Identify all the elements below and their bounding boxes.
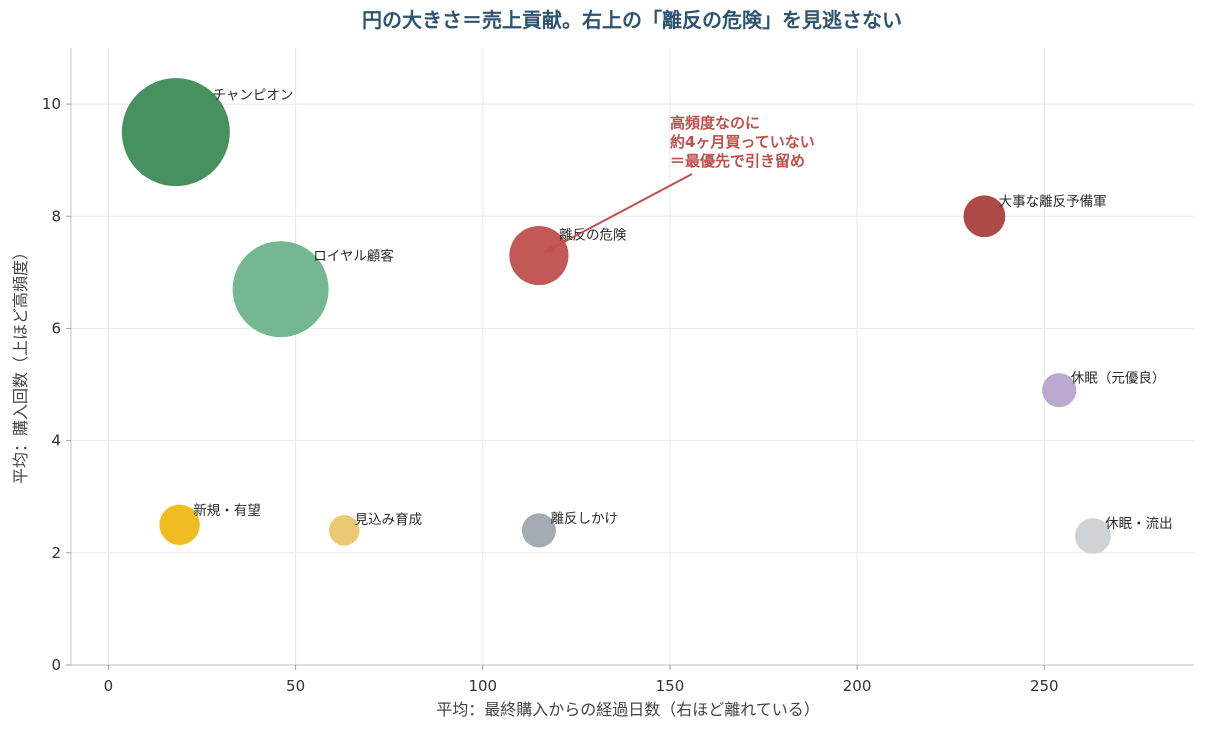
bubble-label: チャンピオン	[213, 87, 294, 103]
y-tick-label: 8	[51, 207, 61, 225]
chart-title: 円の大きさ＝売上貢献。右上の「離反の危険」を見逃さない	[362, 8, 902, 32]
x-tick-label: 0	[104, 677, 114, 695]
grid-layer	[71, 48, 1194, 666]
annotation-arrowhead	[543, 244, 555, 253]
bubble-label: 休眠・流出	[1105, 516, 1173, 532]
x-tick-label: 250	[1030, 677, 1059, 695]
annotation-text: 高頻度なのに	[670, 114, 760, 132]
x-tick-label: 100	[468, 677, 497, 695]
bubble-label: 見込み育成	[355, 512, 423, 528]
y-tick-label: 6	[51, 319, 61, 337]
y-axis-label: 平均：購入回数（上ほど高頻度）	[11, 244, 30, 484]
x-tick-label: 200	[843, 677, 872, 695]
bubble-label: ロイヤル顧客	[313, 248, 394, 265]
x-tick-label: 50	[286, 677, 305, 695]
bubble-point	[328, 515, 360, 546]
bubble-label: 休眠（元優良）	[1071, 371, 1166, 387]
bubble-label: 離反の危険	[559, 227, 627, 243]
y-tick-label: 4	[51, 432, 61, 450]
y-tick-label: 2	[51, 544, 61, 562]
annotation-text: ＝最優先で引き留め	[670, 152, 805, 170]
bubble-point	[521, 513, 556, 548]
bubble-label: 大事な離反予備軍	[999, 194, 1107, 210]
bubble-label: 新規・有望	[193, 503, 260, 519]
bubble-label: 離反しかけ	[551, 511, 619, 527]
bubble-point	[121, 78, 230, 187]
x-tick-label: 150	[656, 677, 685, 695]
bubble-point	[1075, 518, 1111, 554]
bubble-point	[1042, 373, 1077, 408]
y-tick-label: 0	[51, 656, 61, 674]
bubble-point	[509, 225, 569, 286]
annotation-text: 約4ヶ月買っていない	[670, 133, 815, 151]
bubble-point	[159, 504, 200, 545]
x-axis-label: 平均：最終購入からの経過日数（右ほど離れている）	[436, 700, 820, 719]
bubble-layer	[121, 78, 1111, 554]
annotation-arrow	[543, 173, 693, 254]
bubble-point	[963, 195, 1006, 238]
bubble-point	[232, 241, 329, 338]
y-tick-label: 10	[42, 95, 61, 113]
axis-layer: 0 50 100 150 200 250 0 2 4 6 8 10	[42, 48, 1194, 695]
